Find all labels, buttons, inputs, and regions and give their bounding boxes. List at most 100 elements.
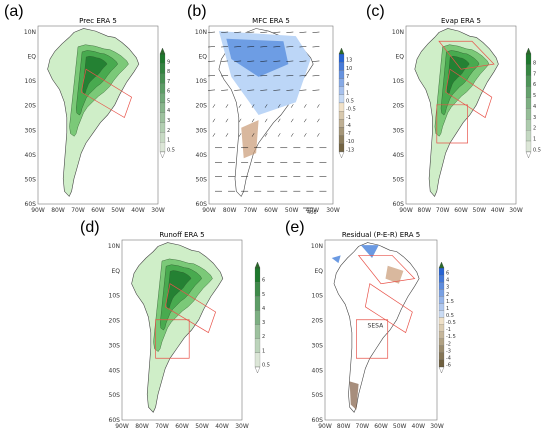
colorbar-segment: [525, 97, 532, 109]
x-tick-label: 30W: [235, 423, 249, 430]
wind-vector: [290, 133, 294, 137]
x-tick-label: 60W: [91, 207, 105, 214]
colorbar-segment: [254, 338, 261, 353]
wind-vector: [303, 118, 307, 123]
colorbar-tick-label: 4: [446, 278, 449, 284]
wind-vector: [317, 104, 320, 108]
colorbar-segment: [525, 119, 532, 131]
x-tick-label: 80W: [418, 207, 432, 214]
y-tick-label: 40S: [25, 152, 37, 159]
colorbar-segment: [338, 62, 345, 71]
wind-vector: [312, 60, 320, 62]
region-box-c: [438, 40, 495, 70]
y-tick-label: 50S: [109, 392, 121, 399]
y-tick-label: 40S: [312, 367, 324, 374]
colorbar-segment: [338, 143, 345, 153]
colorbar-tick-label: 8: [533, 60, 536, 66]
y-tick-label: 40S: [109, 367, 121, 374]
colorbar-arrow-top: [338, 47, 345, 55]
wind-vector: [225, 104, 229, 108]
wind-vector: [273, 46, 281, 48]
colorbar-tick-label: 2: [446, 292, 449, 298]
colorbar-tick-label: 3: [533, 115, 536, 121]
colorbar-tick-label: 4: [262, 306, 265, 312]
wind-vector: [277, 118, 281, 123]
y-tick-label: 50S: [393, 176, 405, 183]
colorbar-tick-label: -10: [346, 139, 354, 145]
panel-label: (c): [366, 3, 385, 20]
x-tick-label: 90W: [31, 207, 45, 214]
y-tick-label: 40S: [196, 152, 208, 159]
colorbar-tick-label: 0.5: [446, 313, 454, 319]
colorbar-tick-label: 6: [167, 89, 170, 95]
colorbar-segment: [438, 352, 445, 361]
colorbar-segment: [254, 352, 261, 368]
colorbar-segment: [159, 63, 166, 74]
colorbar-tick-label: 2: [262, 334, 265, 340]
wind-vector: [234, 31, 242, 33]
colorbar-tick-label: 9: [167, 59, 170, 65]
wind-vector: [277, 104, 281, 108]
x-tick-label: 50W: [473, 207, 487, 214]
y-tick-label: 30S: [25, 127, 37, 134]
wind-vector: [208, 60, 216, 62]
colorbar-segment: [438, 345, 445, 353]
x-tick-label: 70W: [356, 423, 370, 430]
colorbar-tick-label: -7: [346, 131, 351, 137]
colorbar-tick-label: 6: [446, 271, 449, 277]
wind-vector: [290, 118, 294, 123]
y-tick-label: 20S: [393, 103, 405, 110]
x-tick-label: 90W: [399, 207, 413, 214]
colorbar-segment: [338, 102, 345, 112]
y-tick-label: 10S: [25, 78, 37, 85]
wind-vector: [312, 75, 320, 77]
wind-vector: [212, 104, 216, 108]
x-tick-label: 80W: [135, 423, 149, 430]
wind-vector: [221, 31, 229, 33]
colorbar-tick-label: 7: [346, 74, 349, 80]
region-box-c: [357, 255, 416, 285]
negative-residual-south: [349, 381, 359, 410]
positive-residual: [360, 245, 379, 258]
colorbar-segment: [338, 53, 345, 63]
wind-vector: [312, 31, 320, 33]
colorbar-segment: [254, 310, 261, 325]
colorbar-arrow-top: [525, 47, 532, 55]
panel-label: (d): [80, 219, 100, 236]
colorbar-arrow-bottom: [159, 151, 166, 159]
x-tick-label: 80W: [223, 207, 237, 214]
y-tick-label: 60S: [109, 417, 121, 424]
negative-residual: [385, 265, 404, 284]
x-tick-label: 70W: [436, 207, 450, 214]
y-tick-label: EQ: [27, 54, 36, 61]
wind-vector: [299, 75, 307, 77]
wind-vector: [238, 104, 242, 108]
colorbar-tick-label: 8: [167, 69, 170, 75]
colorbar-segment: [525, 53, 532, 65]
wind-vector: [251, 133, 255, 137]
wind-vector: [221, 75, 229, 77]
colorbar-arrow-top: [159, 47, 166, 55]
colorbar-tick-label: 1: [533, 137, 536, 143]
y-tick-label: 20S: [312, 318, 324, 325]
y-tick-label: EQ: [111, 268, 120, 275]
panel-c: 10N EQ 10S 20S 30S 40S 50S 60S 90W 80W 70W 60W 50W 40…: [366, 0, 550, 220]
region-box-a: [445, 68, 493, 119]
y-tick-label: 10N: [392, 29, 404, 36]
colorbar-segment: [254, 324, 261, 339]
y-tick-label: 10S: [109, 293, 121, 300]
colorbar-segment: [525, 64, 532, 76]
colorbar-segment: [159, 83, 166, 94]
y-tick-label: 10N: [24, 29, 36, 36]
region-box-a: [164, 283, 217, 334]
wind-vector: [286, 75, 294, 77]
colorbar-tick-label: 6: [262, 278, 265, 284]
colorbar-segment: [159, 73, 166, 84]
panel-title: Prec ERA 5: [79, 17, 117, 25]
region-box-b: [436, 104, 468, 144]
panel-b: 400 10N EQ 10S 20S 30S 40S 50S 60S 90W 80W 70W 60W 50…: [183, 0, 366, 220]
y-tick-label: 10S: [312, 293, 324, 300]
wind-vector: [247, 60, 255, 62]
x-tick-label: 80W: [51, 207, 65, 214]
